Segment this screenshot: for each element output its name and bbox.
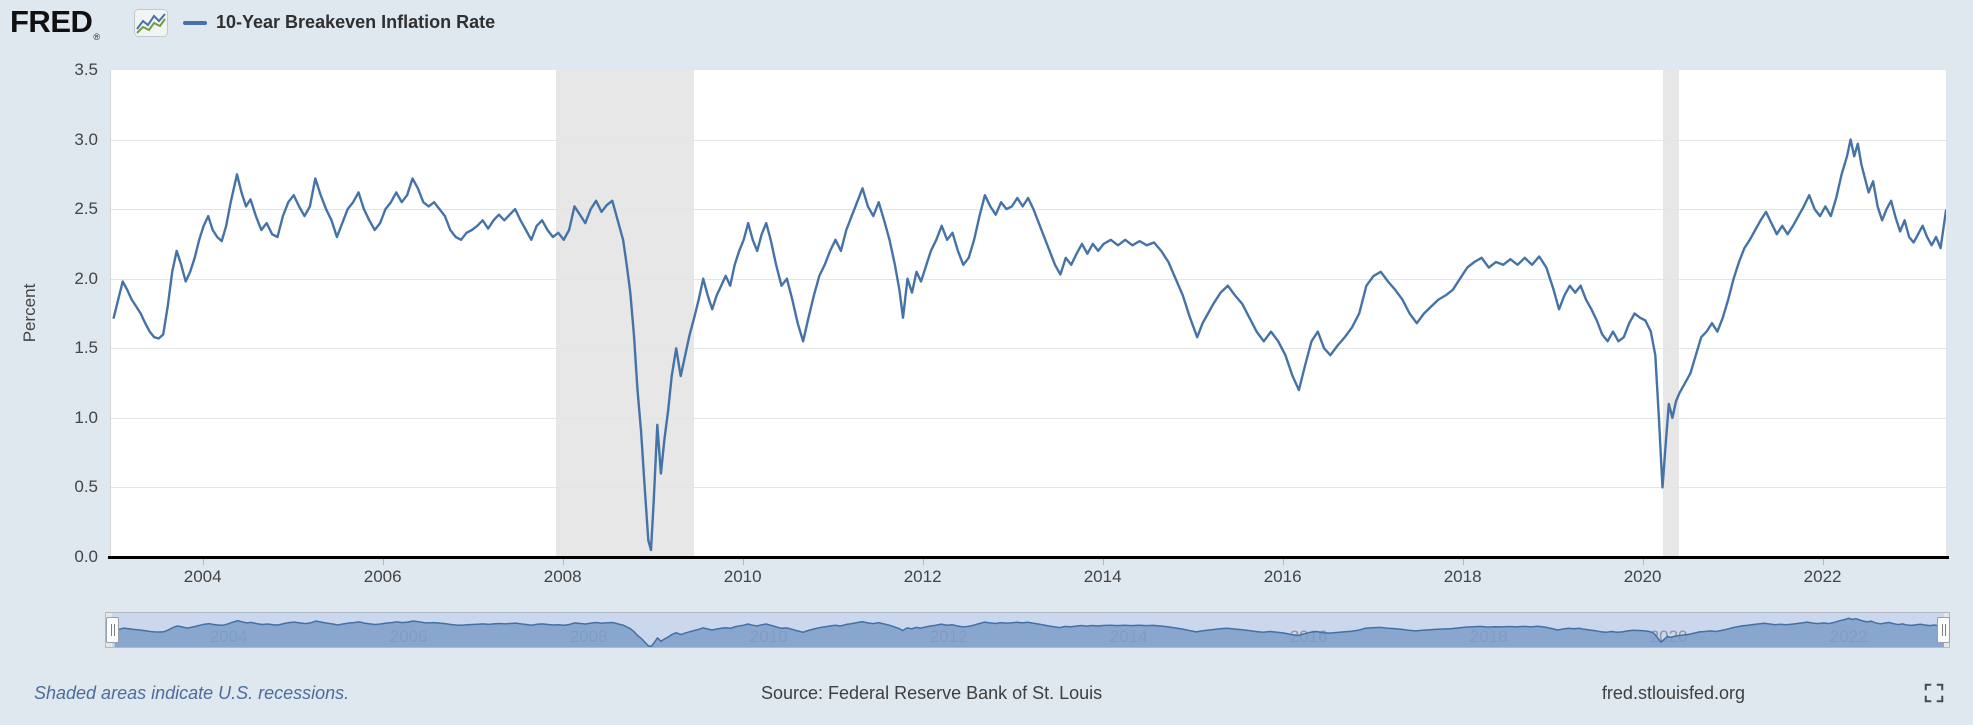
x-tick-label: 2012 — [903, 567, 942, 586]
fullscreen-icon[interactable] — [1923, 682, 1945, 704]
x-tick-mark — [202, 559, 204, 565]
y-tick-label: 3.5 — [74, 60, 98, 79]
y-tick-label: 1.5 — [74, 338, 98, 358]
x-tick-mark — [1642, 559, 1644, 565]
slider-mini-chart — [114, 617, 1944, 647]
series-color-dash — [183, 20, 207, 25]
recession-band — [556, 70, 695, 557]
x-tick-label: 2020 — [1623, 567, 1662, 586]
y-gridline — [111, 417, 1946, 419]
chart-plot-area[interactable] — [110, 70, 1946, 557]
fred-site-link[interactable]: fred.stlouisfed.org — [1601, 683, 1745, 703]
source-attribution: Source: Federal Reserve Bank of St. Loui… — [761, 683, 1103, 703]
y-gridline — [111, 278, 1946, 280]
slider-left-handle[interactable] — [106, 617, 119, 643]
chart-legend: 10-Year Breakeven Inflation Rate — [183, 12, 495, 33]
y-tick-label: 3.0 — [74, 129, 98, 149]
y-gridline — [111, 348, 1946, 350]
registered-mark: ® — [93, 32, 100, 42]
y-gridline — [111, 139, 1946, 141]
x-tick-mark — [742, 559, 744, 565]
slider-right-handle[interactable] — [1937, 617, 1950, 643]
x-tick-label: 2022 — [1803, 567, 1842, 586]
fred-logo[interactable]: FRED® — [10, 4, 100, 42]
x-tick-mark — [1822, 559, 1824, 565]
y-tick-label: 0.0 — [74, 547, 98, 566]
x-tick-mark — [562, 559, 564, 565]
series-line — [112, 138, 1946, 552]
y-axis-title: Percent — [20, 283, 39, 343]
x-tick-mark — [1282, 559, 1284, 565]
x-tick-mark — [382, 559, 384, 565]
x-axis-line — [108, 556, 1949, 559]
recession-note: Shaded areas indicate U.S. recessions. — [34, 683, 350, 703]
x-tick-mark — [1102, 559, 1104, 565]
x-tick-label: 2004 — [183, 567, 222, 586]
y-gridline — [111, 487, 1946, 489]
y-tick-label: 0.5 — [74, 477, 98, 497]
x-tick-mark — [922, 559, 924, 565]
x-tick-mark — [1462, 559, 1464, 565]
y-tick-label: 2.0 — [74, 268, 98, 288]
x-tick-label: 2010 — [723, 567, 762, 586]
x-tick-label: 2018 — [1443, 567, 1482, 586]
series-legend-label[interactable]: 10-Year Breakeven Inflation Rate — [216, 12, 496, 32]
y-tick-label: 1.0 — [74, 407, 98, 427]
x-tick-label: 2014 — [1083, 567, 1122, 586]
x-tick-label: 2008 — [543, 567, 582, 586]
x-tick-label: 2006 — [363, 567, 402, 586]
fred-logo-text: FRED — [10, 4, 93, 39]
y-tick-label: 2.5 — [74, 199, 98, 219]
fred-sparkline-icon — [134, 9, 168, 37]
x-tick-label: 2016 — [1263, 567, 1302, 586]
y-gridline — [111, 209, 1946, 211]
